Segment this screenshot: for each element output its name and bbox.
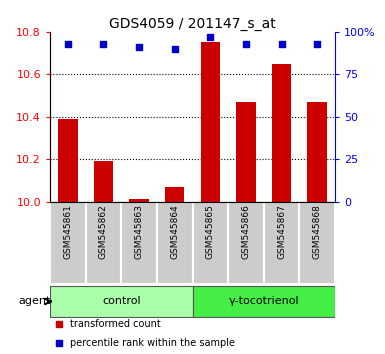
Text: GSM545862: GSM545862 bbox=[99, 204, 108, 259]
Text: control: control bbox=[102, 296, 141, 307]
Text: GSM545861: GSM545861 bbox=[64, 204, 72, 259]
Bar bbox=[264, 201, 300, 285]
Bar bbox=[165, 187, 184, 201]
Text: transformed count: transformed count bbox=[70, 319, 161, 329]
Text: GSM545866: GSM545866 bbox=[241, 204, 250, 259]
Bar bbox=[58, 119, 78, 201]
Text: γ-tocotrienol: γ-tocotrienol bbox=[228, 296, 299, 307]
Point bbox=[243, 41, 249, 47]
Bar bbox=[307, 102, 327, 201]
Bar bbox=[157, 201, 192, 285]
Bar bbox=[192, 286, 335, 317]
Bar bbox=[300, 201, 335, 285]
Text: GSM545863: GSM545863 bbox=[135, 204, 144, 259]
Text: GSM545867: GSM545867 bbox=[277, 204, 286, 259]
Point bbox=[136, 44, 142, 50]
Point bbox=[172, 46, 178, 52]
Bar bbox=[121, 201, 157, 285]
Text: GSM545868: GSM545868 bbox=[313, 204, 321, 259]
Title: GDS4059 / 201147_s_at: GDS4059 / 201147_s_at bbox=[109, 17, 276, 31]
Text: GSM545864: GSM545864 bbox=[170, 204, 179, 259]
Bar bbox=[50, 286, 192, 317]
Bar bbox=[50, 201, 85, 285]
Bar bbox=[85, 201, 121, 285]
Point bbox=[278, 41, 285, 47]
Point bbox=[207, 34, 213, 40]
Text: GSM545865: GSM545865 bbox=[206, 204, 215, 259]
Bar bbox=[94, 161, 113, 201]
Bar bbox=[236, 102, 256, 201]
Text: percentile rank within the sample: percentile rank within the sample bbox=[70, 338, 235, 348]
Text: agent: agent bbox=[18, 296, 51, 307]
Bar bbox=[272, 64, 291, 201]
Point bbox=[314, 41, 320, 47]
Point bbox=[100, 41, 107, 47]
Bar bbox=[228, 201, 264, 285]
Bar bbox=[201, 42, 220, 201]
Bar bbox=[192, 201, 228, 285]
Bar bbox=[129, 199, 149, 201]
Point bbox=[65, 41, 71, 47]
